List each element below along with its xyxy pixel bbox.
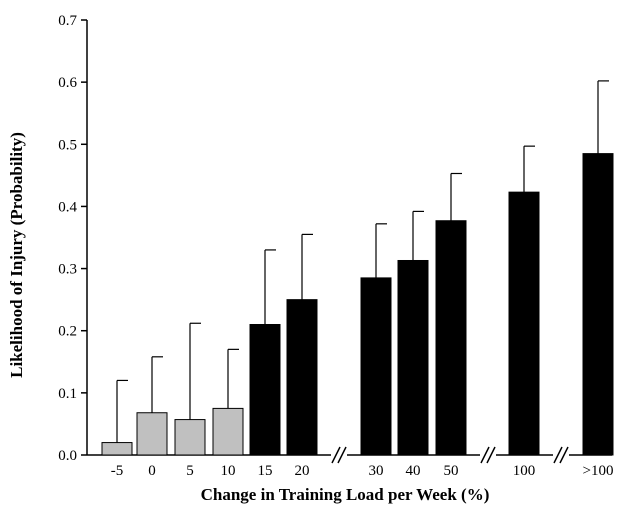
bar-30	[360, 277, 392, 456]
axis-break-mark	[486, 446, 496, 464]
y-axis-title: Likelihood of Injury (Probability)	[7, 132, 26, 378]
y-axis: 0.0 0.1 0.2 0.3 0.4 0.5 0.6 0.7	[58, 13, 88, 464]
y-tick-label: 0.4	[58, 199, 77, 215]
x-tick-label: 0	[148, 463, 156, 479]
x-tick-label: -5	[111, 463, 124, 479]
x-tick-label: 10	[221, 463, 236, 479]
x-tick-label: >100	[583, 463, 614, 479]
bar-50	[435, 220, 467, 456]
axis-break-mark	[559, 446, 569, 464]
x-tick-label: 100	[513, 463, 536, 479]
y-tick-label: 0.2	[58, 324, 77, 340]
bar-20	[286, 299, 318, 456]
x-tick-label: 40	[406, 463, 421, 479]
bar-10	[212, 407, 244, 456]
error-bars	[116, 80, 609, 443]
x-tick-label: 20	[295, 463, 310, 479]
x-tick-label: 30	[369, 463, 384, 479]
y-tick-label: 0.5	[58, 137, 77, 153]
bar-series	[101, 153, 614, 456]
y-tick-label: 0.6	[58, 75, 77, 91]
axis-break-mark	[331, 446, 341, 464]
bar-40	[397, 259, 429, 456]
axis-break-mark	[337, 446, 347, 464]
y-tick-label: 0.1	[58, 386, 77, 402]
bar--5	[101, 442, 133, 456]
x-tick-label: 50	[444, 463, 459, 479]
bar-0	[136, 412, 168, 456]
x-axis: -5 0 5 10 15 20 30 40 50 100 >100	[87, 454, 614, 479]
axis-break-mark	[553, 446, 563, 464]
axis-break-mark	[480, 446, 490, 464]
x-axis-title: Change in Training Load per Week (%)	[201, 485, 490, 504]
x-tick-label: 5	[186, 463, 194, 479]
x-tick-label: 15	[258, 463, 273, 479]
bar-5	[174, 419, 206, 456]
bar-15	[249, 324, 281, 456]
y-tick-label: 0.7	[58, 13, 77, 29]
axis-breaks	[331, 446, 569, 464]
y-tick-label: 0.3	[58, 262, 77, 278]
bar-100	[508, 191, 540, 456]
bar->100	[582, 153, 614, 456]
y-tick-label: 0.0	[58, 448, 77, 464]
